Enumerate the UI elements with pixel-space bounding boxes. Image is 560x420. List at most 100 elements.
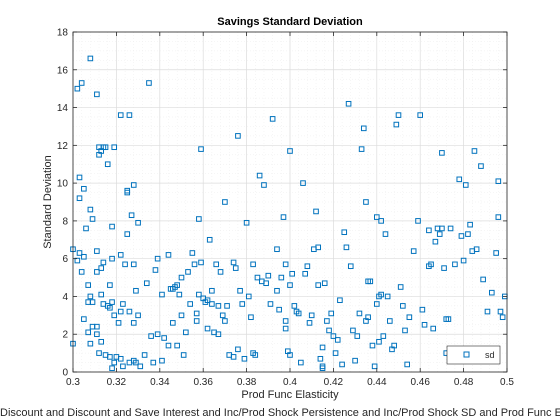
data-point (321, 280, 328, 287)
data-point (332, 350, 339, 356)
x-tick-label: 0.44 (367, 377, 387, 388)
data-point (239, 301, 246, 307)
data-point (404, 361, 410, 368)
y-tick-label: 14 (57, 103, 69, 114)
x-tick-label: 0.36 (193, 377, 213, 388)
data-point (302, 270, 308, 277)
data-point (102, 144, 109, 151)
data-point (304, 263, 311, 270)
data-point (421, 321, 428, 328)
y-tick-label: 8 (62, 216, 68, 227)
x-tick-label: 0.3 (66, 377, 80, 388)
data-point (380, 333, 387, 339)
data-point (87, 55, 94, 62)
data-point (282, 325, 289, 332)
x-tick-label: 0.46 (410, 377, 430, 388)
x-axis-label: Prod Func Elasticity (241, 389, 339, 401)
data-point (315, 244, 322, 251)
data-point (447, 225, 454, 232)
data-point (137, 363, 144, 370)
data-point (313, 208, 319, 215)
data-point (306, 320, 313, 326)
data-point (395, 112, 402, 118)
x-tick-label: 0.4 (283, 377, 297, 388)
data-point (120, 363, 126, 370)
data-point (326, 327, 332, 334)
data-point (245, 293, 252, 300)
data-point (274, 246, 280, 253)
data-point (107, 354, 113, 360)
data-point (148, 333, 154, 339)
data-point (400, 303, 406, 309)
data-point (235, 346, 241, 353)
data-point (109, 299, 115, 305)
data-point (480, 276, 486, 283)
data-point (165, 252, 172, 258)
data-point (330, 333, 337, 339)
data-point (152, 267, 159, 273)
data-point (126, 112, 133, 118)
data-point (185, 269, 191, 275)
data-point (378, 291, 384, 298)
data-point (378, 218, 384, 224)
data-point (382, 231, 389, 237)
data-point (493, 250, 499, 256)
data-point (232, 265, 239, 271)
data-point (350, 327, 356, 334)
data-point (74, 85, 81, 92)
x-tick-label: 0.5 (500, 377, 514, 388)
data-point (217, 269, 224, 275)
data-point (133, 359, 139, 366)
data-point (334, 337, 341, 343)
data-point (295, 310, 302, 317)
data-point (215, 331, 222, 338)
y-axis-ticks: 0 2 4 6 8 10 12 14 16 18 (57, 28, 507, 379)
data-point (222, 199, 228, 205)
y-tick-label: 2 (62, 330, 68, 341)
data-point (261, 182, 267, 188)
data-point (154, 255, 161, 262)
data-point (276, 306, 282, 313)
data-point (78, 80, 85, 86)
data-point (432, 238, 439, 245)
data-point (478, 163, 484, 169)
data-point (347, 263, 354, 270)
data-point (495, 178, 502, 185)
data-point (213, 261, 220, 268)
data-point (484, 308, 491, 315)
data-point (263, 280, 269, 287)
data-point (76, 250, 83, 256)
data-point (430, 325, 437, 332)
data-point (126, 308, 133, 315)
data-point (120, 301, 126, 307)
data-point (419, 306, 426, 313)
data-point (291, 303, 298, 309)
data-point (117, 308, 124, 315)
data-point (143, 280, 150, 287)
data-point (298, 359, 304, 366)
data-point (339, 361, 345, 368)
data-point (117, 355, 124, 362)
data-point (319, 365, 326, 372)
data-point (107, 304, 113, 311)
data-point (115, 320, 122, 326)
x-tick-label: 0.42 (324, 377, 344, 388)
data-point (356, 310, 363, 317)
data-point (159, 291, 165, 298)
bottom-caption: Discount and Discount and Save Interest … (0, 407, 560, 419)
data-point (328, 310, 335, 317)
data-point (198, 146, 204, 152)
data-point (128, 212, 135, 219)
data-point (107, 282, 113, 288)
y-tick-label: 0 (62, 368, 68, 379)
data-point (280, 214, 287, 220)
data-point (360, 125, 367, 132)
data-point (282, 261, 289, 268)
data-point (193, 318, 200, 324)
data-point (415, 218, 421, 224)
data-point (254, 274, 261, 281)
data-point (209, 301, 215, 307)
data-point (237, 287, 243, 294)
data-point (109, 223, 115, 230)
data-point (176, 291, 183, 298)
